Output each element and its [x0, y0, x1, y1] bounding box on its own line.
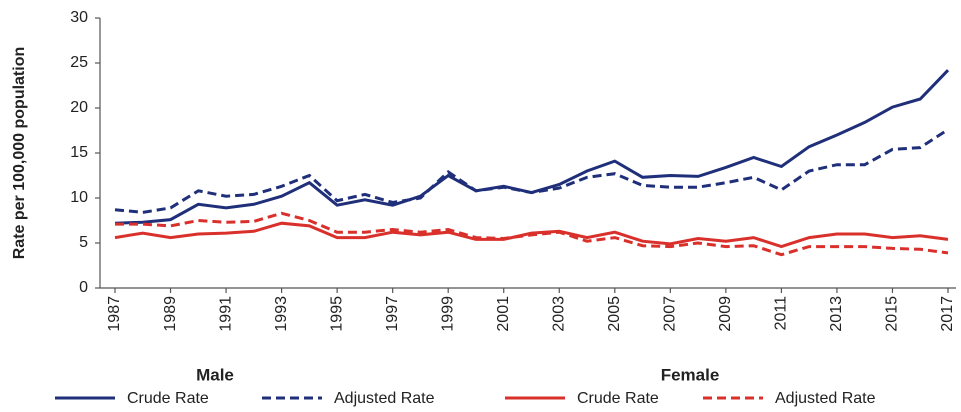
x-tick-label: 1997: [384, 296, 401, 332]
series-line: [115, 211, 949, 257]
legend-label: Adjusted Rate: [334, 390, 435, 407]
x-tick-label: 2013: [828, 296, 845, 332]
x-tick-label: 2017: [939, 296, 956, 332]
x-tick-label: 1999: [439, 296, 456, 332]
y-tick-label: 5: [79, 234, 88, 251]
x-tick-label: 1995: [328, 296, 345, 332]
legend-label: Crude Rate: [577, 390, 659, 407]
y-tick-label: 20: [70, 99, 88, 116]
x-tick-label: 2005: [606, 296, 623, 332]
x-tick-label: 2003: [550, 296, 567, 332]
x-tick-label: 2007: [662, 296, 679, 332]
x-tick-label: 1993: [273, 296, 290, 332]
series-line: [114, 69, 950, 225]
y-axis-label: Rate per 100,000 population: [11, 47, 28, 260]
y-tick-label: 30: [70, 9, 88, 26]
x-tick-label: 2009: [717, 296, 734, 332]
x-tick-label: 1987: [106, 296, 123, 332]
legend-group-title: Male: [196, 365, 234, 384]
x-tick-label: 2015: [884, 296, 901, 332]
x-tick-label: 2001: [495, 296, 512, 332]
legend-group-title: Female: [661, 365, 720, 384]
y-tick-label: 15: [70, 144, 88, 161]
legend-label: Crude Rate: [127, 390, 209, 407]
series-line: [114, 128, 949, 214]
y-tick-label: 0: [79, 279, 88, 296]
y-tick-label: 25: [70, 54, 88, 71]
x-tick-label: 2011: [773, 296, 790, 331]
x-tick-label: 1991: [217, 296, 234, 332]
series-line: [114, 221, 949, 249]
y-tick-label: 10: [70, 189, 88, 206]
legend-label: Adjusted Rate: [775, 390, 876, 407]
x-tick-label: 1989: [162, 296, 179, 332]
